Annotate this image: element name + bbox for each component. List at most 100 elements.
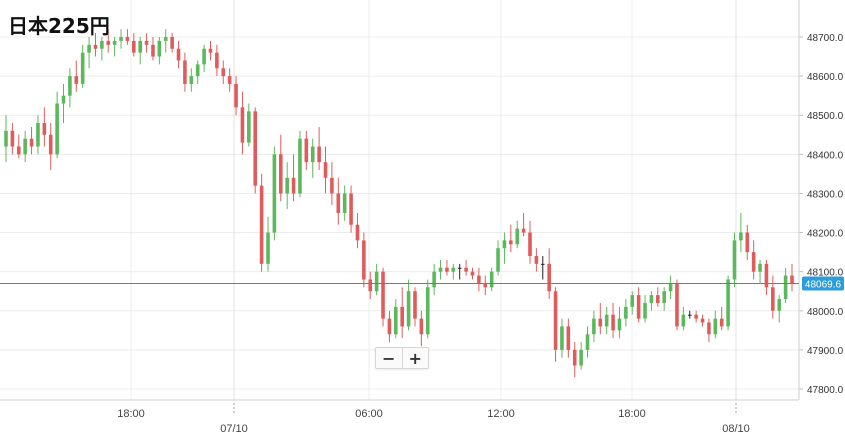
candle-body <box>675 283 679 327</box>
candle-body <box>489 271 494 288</box>
y-tick-label: 48700.0 <box>807 33 844 44</box>
candle-body <box>215 52 219 69</box>
candle-body <box>151 44 155 57</box>
candle-body <box>381 271 385 319</box>
zoom-controls: − + <box>375 347 429 369</box>
candle-body <box>611 314 615 331</box>
candle-body <box>662 291 666 303</box>
candle-body <box>202 48 206 65</box>
candle-body <box>758 263 762 272</box>
candle-body <box>36 123 40 147</box>
candle-body <box>483 283 488 288</box>
candle-body <box>285 177 289 194</box>
candle-body <box>170 37 174 49</box>
candle-body <box>649 295 654 303</box>
candle-body <box>694 314 698 319</box>
candle-body <box>93 44 98 49</box>
candle-body <box>291 177 296 194</box>
candle-body <box>540 263 545 265</box>
candle-body <box>144 40 149 45</box>
candle-body <box>425 287 430 335</box>
candle-body <box>29 138 34 147</box>
candle-body <box>445 267 449 272</box>
candle-body <box>278 154 283 194</box>
candle-body <box>349 193 353 225</box>
candle-body <box>656 295 660 303</box>
candle-body <box>604 314 609 327</box>
last-price-label: 48069.6 <box>805 280 842 291</box>
zoom-in-button[interactable]: + <box>401 348 429 368</box>
candle-body <box>266 232 270 264</box>
candle-body <box>10 130 15 147</box>
candle-body <box>112 40 117 45</box>
candle-body <box>726 279 730 327</box>
candle-body <box>163 37 168 41</box>
candle-body <box>553 291 558 350</box>
candle-body <box>515 228 520 245</box>
candle-body <box>330 177 334 194</box>
candle-body <box>362 240 366 280</box>
last-price-tag <box>802 276 844 291</box>
candle-body <box>183 60 187 84</box>
candle-body <box>406 291 411 327</box>
candle-body <box>777 299 782 311</box>
candle-body <box>317 146 321 163</box>
candle-body <box>764 263 769 288</box>
candle-body <box>80 52 85 84</box>
candle-body <box>585 334 590 350</box>
candle-body <box>189 76 194 84</box>
candle-body <box>68 76 72 96</box>
candle-body <box>355 224 360 241</box>
candle-body <box>157 40 162 57</box>
zoom-out-button[interactable]: − <box>382 348 396 368</box>
candle-body <box>419 318 424 335</box>
y-tick-label: 48100.0 <box>807 268 844 279</box>
candle-body <box>374 271 379 292</box>
candle-body <box>668 283 673 292</box>
x-tick-label: 07/10 <box>220 423 248 435</box>
candle-body <box>42 123 47 135</box>
candle-body <box>247 111 251 143</box>
candle-body <box>310 146 315 163</box>
candle-body <box>681 314 686 327</box>
candle-body <box>719 318 724 327</box>
candle-body <box>438 267 443 272</box>
candle-body <box>739 232 743 241</box>
candle-body <box>4 130 8 147</box>
candle-body <box>48 134 53 155</box>
candle-body <box>477 275 481 284</box>
candle-body <box>528 232 532 257</box>
candle-body <box>227 76 232 84</box>
y-tick-label: 48600.0 <box>807 72 844 83</box>
candle-body <box>87 44 91 53</box>
x-tick-label: 18:00 <box>117 408 145 420</box>
candle-body <box>323 162 328 178</box>
candle-body <box>521 228 526 233</box>
candle-body <box>74 76 79 84</box>
x-tick-label: 06:00 <box>355 408 383 420</box>
candle-body <box>368 279 373 292</box>
candle-body <box>572 349 577 366</box>
candle-body <box>195 64 200 77</box>
x-tick-label: 18:00 <box>618 408 646 420</box>
candle-body <box>547 263 551 292</box>
candle-body <box>138 40 142 53</box>
candle-body <box>298 138 302 194</box>
candle-body <box>119 37 123 41</box>
candle-body <box>470 271 475 276</box>
x-tick-label: 08/10 <box>722 423 750 435</box>
candle-body <box>700 318 705 323</box>
candle-body <box>394 306 398 335</box>
candle-body <box>745 232 750 253</box>
candle-body <box>464 267 468 272</box>
candle-body <box>259 185 264 264</box>
candle-body <box>100 40 104 49</box>
candle-body <box>387 318 392 335</box>
candle-body <box>636 295 641 319</box>
candle-body <box>566 326 571 350</box>
candle-body <box>643 302 647 319</box>
candle-body <box>413 291 417 319</box>
candle-body <box>55 103 59 155</box>
candle-body <box>790 275 794 284</box>
